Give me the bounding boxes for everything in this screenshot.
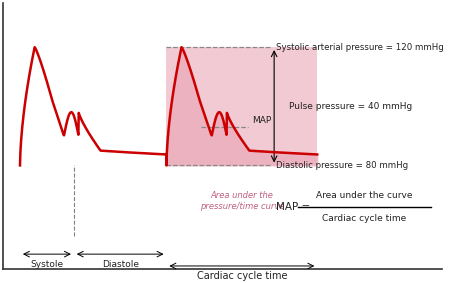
Bar [166,47,317,166]
Text: MAP =: MAP = [276,202,310,212]
Text: Cardiac cycle time: Cardiac cycle time [322,214,407,223]
Text: Diastole: Diastole [101,260,139,269]
Text: Systole: Systole [30,260,64,269]
Text: Area under the
pressure/time curve: Area under the pressure/time curve [200,190,284,211]
Text: MAP: MAP [253,116,272,125]
Text: Pulse pressure = 40 mmHg: Pulse pressure = 40 mmHg [289,102,412,111]
Text: Systolic arterial pressure = 120 mmHg: Systolic arterial pressure = 120 mmHg [276,43,444,52]
Text: Area under the curve: Area under the curve [316,190,413,200]
Text: Cardiac cycle time: Cardiac cycle time [197,271,287,280]
Text: Diastolic pressure = 80 mmHg: Diastolic pressure = 80 mmHg [276,161,409,170]
